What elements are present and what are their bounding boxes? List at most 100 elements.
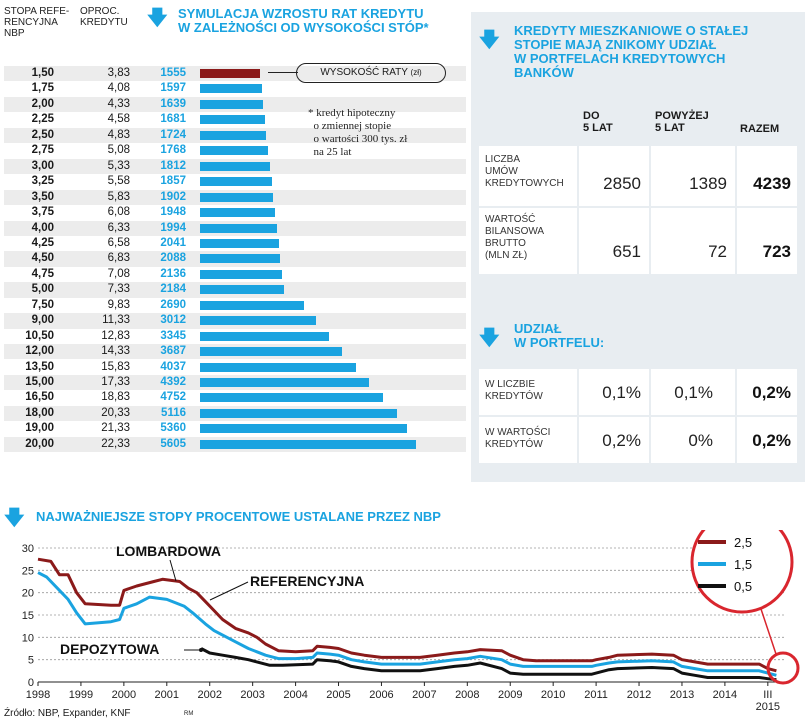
loan-rate-value: 21,33	[101, 422, 130, 435]
payment-value: 1681	[160, 113, 186, 126]
table-row: 20,00 22,33 5605	[4, 436, 466, 453]
payment-bar	[200, 347, 343, 357]
ref-rate-value: 2,50	[31, 128, 54, 141]
payment-value: 1812	[160, 159, 186, 172]
rates-chart-title: NAJWAŻNIEJSZE STOPY PROCENTOWE USTALANE …	[36, 509, 441, 524]
payment-value: 5605	[160, 437, 186, 450]
value: 0%	[688, 431, 713, 450]
value-cell: 72	[651, 208, 735, 274]
payment-value: 2184	[160, 283, 186, 296]
payment-value: 1555	[160, 67, 186, 79]
loan-rate-value: 9,83	[107, 298, 130, 311]
value: 0,2%	[602, 431, 641, 450]
x-tick-label: 2000	[112, 689, 136, 701]
ref-rate-value: 5,00	[31, 283, 54, 296]
payment-bar	[200, 69, 260, 78]
zoom-big-circle	[690, 530, 794, 614]
x-tick-label: III	[763, 689, 772, 701]
ref-rate-value: 3,75	[31, 206, 54, 219]
value-cell: 2850	[579, 146, 649, 206]
leader-dep-dot	[199, 648, 203, 652]
payment-bar	[200, 130, 267, 140]
zoom-small-circle	[766, 651, 800, 685]
table-row: 4,50 6,83 2088	[4, 251, 466, 267]
loan-rate-value: 4,58	[107, 113, 130, 126]
payment-value: 1768	[160, 144, 186, 157]
payment-value: 5116	[161, 406, 186, 419]
payment-bar	[200, 331, 329, 341]
table-row: 2,00 4,33 1639	[4, 96, 466, 113]
loan-rate-value: 5,33	[107, 159, 130, 172]
x-tick-label: 2004	[283, 689, 307, 701]
x-tick-label: 2006	[369, 689, 393, 701]
payment-bar	[200, 115, 265, 125]
series-line-ref	[37, 571, 777, 677]
payment-bar	[200, 177, 272, 187]
ref-rate-value: 2,25	[31, 113, 54, 126]
table-row: 12,00 14,33 3687	[4, 344, 466, 360]
ref-rate-value: 3,00	[31, 159, 54, 172]
table-row: 2,50 4,83 1724	[4, 127, 466, 144]
payment-bar	[200, 146, 269, 156]
x-tick-label: 2014	[713, 689, 737, 701]
payment-value: 3012	[160, 314, 186, 327]
leader-lombard	[169, 559, 177, 582]
value-cell: 0,1%	[651, 369, 735, 415]
value-cell: 651	[579, 208, 649, 274]
table-row: 3,75 6,08 1948	[4, 205, 466, 220]
down-arrow-icon: 🡇	[4, 507, 25, 529]
table-row: 1,50 3,83 1555	[4, 66, 466, 82]
value: 2850	[603, 174, 641, 193]
row-label-cell: LICZBA UMÓW KREDYTOWYCH	[479, 146, 577, 206]
payment-value: 1724	[160, 128, 186, 141]
table-row: 1,75 4,08 1597	[4, 81, 466, 96]
col-header-total: RAZEM	[740, 123, 780, 135]
value: 0,1%	[602, 383, 641, 402]
loan-rate-value: 7,33	[107, 283, 130, 296]
value-total: 0,2%	[752, 383, 791, 402]
value: 0,1%	[674, 383, 713, 402]
y-tick-label: 30	[22, 543, 34, 555]
x-tick-label: 2003	[240, 689, 264, 701]
x-tick-label: 1998	[26, 689, 50, 701]
row-label: WARTOŚĆ BILANSOWA BRUTTO (mln zł)	[485, 214, 545, 261]
table-row: 2,75 5,08 1768	[4, 143, 466, 158]
table-row: 16,50 18,83 4752	[4, 390, 466, 405]
loan-rate-value: 22,33	[101, 437, 130, 450]
label-lombard: LOMBARDOWA	[116, 543, 221, 559]
y-tick-label: 10	[22, 632, 34, 644]
label-ref: REFERENCYJNA	[250, 573, 364, 589]
payment-value: 1639	[160, 97, 186, 110]
table-row: 5,00 7,33 2184	[4, 282, 466, 298]
zoom-connector	[759, 605, 777, 655]
table-row: 4,25 6,58 2041	[4, 236, 466, 251]
loan-rate-value: 5,08	[107, 144, 130, 157]
row-label: W WARTOŚCI KREDYTÓW	[485, 427, 551, 450]
col-header-up-to-5: DO 5 LAT	[583, 110, 613, 134]
value-total: 4239	[753, 174, 791, 193]
payment-value: 1948	[160, 206, 186, 219]
loan-rate-value: 15,83	[101, 360, 130, 373]
table-row: 10,50 12,83 3345	[4, 329, 466, 344]
ref-rate-value: 1,75	[31, 82, 54, 95]
payment-bar	[200, 378, 370, 387]
payment-bar	[200, 223, 277, 233]
payment-bar	[200, 161, 270, 171]
loan-rate-value: 11,33	[102, 314, 130, 327]
payment-bar	[200, 316, 317, 326]
fixed-rate-panel: 🡇 KREDYTY MIESZKANIOWE O STAŁEJ STOPIE M…	[471, 12, 805, 482]
right-title: KREDYTY MIESZKANIOWE O STAŁEJ STOPIE MAJ…	[514, 23, 749, 80]
leader-ref	[209, 581, 249, 601]
ref-rate-value: 2,75	[31, 144, 54, 157]
legend-unit: (zł)	[410, 68, 422, 77]
loan-rate-value: 7,08	[107, 267, 130, 280]
payment-value: 4037	[160, 360, 186, 373]
payment-bar	[200, 208, 276, 218]
ref-rate-value: 4,25	[31, 236, 54, 249]
value: 72	[708, 242, 727, 261]
loan-rate-value: 4,83	[107, 128, 130, 141]
value-cell: 0%	[651, 417, 735, 463]
value-cell: 723	[737, 208, 797, 274]
loan-rate-value: 14,33	[101, 345, 130, 358]
table-row: 9,00 11,33 3012	[4, 313, 466, 329]
